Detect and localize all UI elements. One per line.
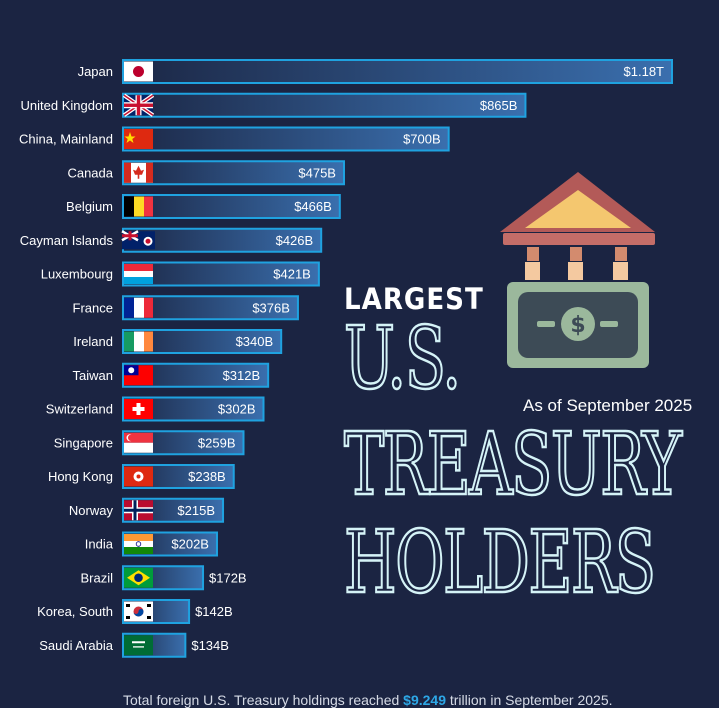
- bar-row: Singapore $259B: [54, 430, 245, 456]
- category-label: Hong Kong: [48, 469, 113, 484]
- value-label: $426B: [276, 233, 314, 248]
- value-label: $142B: [195, 604, 233, 619]
- brazil-flag-icon: [124, 567, 153, 588]
- bar-row: United Kingdom $865B: [21, 92, 527, 118]
- value-label: $421B: [273, 267, 311, 282]
- value-label: $1.18T: [624, 64, 665, 79]
- value-label: $134B: [191, 638, 229, 653]
- bar: [122, 329, 283, 354]
- bar-row: Canada $475B: [67, 160, 345, 186]
- value-label: $302B: [218, 402, 256, 417]
- svg-text:$: $: [570, 313, 585, 338]
- china-flag-icon: [124, 129, 153, 149]
- category-label: India: [85, 537, 114, 552]
- switzerland-flag-icon: [124, 399, 153, 419]
- hong-kong-flag-icon: [124, 466, 153, 487]
- title-us: U.S.: [343, 309, 462, 409]
- category-label: Canada: [67, 165, 113, 180]
- bar-row: Japan $1.18T: [78, 59, 673, 84]
- south-korea-flag-icon: [124, 601, 153, 622]
- category-label: Brazil: [80, 570, 113, 585]
- saudi-arabia-flag-icon: [124, 635, 153, 656]
- bar-row: Norway $215B: [69, 497, 225, 523]
- value-label: $340B: [236, 334, 274, 349]
- category-label: Luxembourg: [41, 267, 113, 282]
- category-label: Korea, South: [37, 604, 113, 619]
- bar: [122, 194, 341, 219]
- subtitle-date: As of September 2025: [523, 396, 693, 415]
- bar-row: Switzerland $302B: [46, 396, 265, 422]
- value-label: $259B: [198, 435, 236, 450]
- category-label: Singapore: [54, 435, 113, 450]
- bar: [122, 92, 527, 118]
- value-label: $376B: [252, 300, 290, 315]
- category-label: Cayman Islands: [20, 233, 114, 248]
- category-label: France: [73, 300, 113, 315]
- japan-flag-icon: [124, 61, 153, 82]
- bar-row: Cayman Islands $426B: [20, 227, 323, 253]
- category-label: Saudi Arabia: [39, 638, 113, 653]
- bar: [122, 160, 345, 186]
- category-label: Norway: [69, 503, 114, 518]
- bar-row: China, Mainland $700B: [19, 126, 450, 152]
- category-label: Japan: [78, 64, 113, 79]
- category-label: Belgium: [66, 199, 113, 214]
- bar: [122, 59, 673, 84]
- footer-text-before: Total foreign U.S. Treasury holdings rea…: [123, 692, 404, 708]
- value-label: $700B: [403, 132, 441, 147]
- category-label: Switzerland: [46, 402, 113, 417]
- title-treasury: TREASURY: [343, 415, 683, 515]
- value-label: $865B: [480, 98, 518, 113]
- bar: [122, 126, 450, 152]
- bar: [122, 430, 245, 456]
- title-block: LARGEST U.S. TREASURY HOLDERS: [343, 282, 704, 613]
- bar: [122, 261, 320, 287]
- bar-row: Hong Kong $238B: [48, 464, 235, 489]
- bar: [122, 362, 270, 388]
- bar-row: Belgium $466B: [66, 194, 341, 219]
- france-flag-icon: [124, 297, 153, 318]
- belgium-flag-icon: [124, 196, 153, 217]
- bar: [122, 396, 265, 422]
- category-label: Taiwan: [73, 368, 113, 383]
- title-largest: LARGEST: [344, 282, 484, 316]
- bar-row: Ireland $340B: [73, 329, 283, 354]
- bar-row: Luxembourg $421B: [41, 261, 320, 287]
- bar-row: Saudi Arabia $134B: [39, 632, 229, 658]
- bar-row: Korea, South $142B: [37, 599, 233, 624]
- bar-row: Brazil $172B: [80, 565, 247, 591]
- category-label: United Kingdom: [21, 98, 114, 113]
- category-label: China, Mainland: [19, 132, 113, 147]
- bar-row: Taiwan $312B: [73, 362, 270, 388]
- value-label: $466B: [294, 199, 332, 214]
- footer-note: Total foreign U.S. Treasury holdings rea…: [123, 692, 613, 708]
- value-label: $215B: [177, 503, 215, 518]
- india-flag-icon: [124, 534, 153, 554]
- title-holders: HOLDERS: [343, 513, 657, 613]
- canada-flag-icon: [124, 162, 153, 183]
- bar-row: India $202B: [85, 531, 218, 557]
- bar: [122, 295, 299, 321]
- taiwan-flag-icon: [124, 365, 153, 386]
- value-label: $202B: [171, 537, 209, 552]
- united-kingdom-flag-icon: [122, 93, 155, 117]
- norway-flag-icon: [124, 500, 153, 521]
- singapore-flag-icon: [124, 432, 153, 453]
- footer-highlight: $9.249: [403, 692, 446, 708]
- value-label: $172B: [209, 570, 247, 585]
- cayman-islands-flag-icon: [121, 230, 155, 250]
- ireland-flag-icon: [124, 331, 153, 352]
- value-label: $475B: [298, 165, 336, 180]
- footer-text-after: trillion in September 2025.: [445, 692, 613, 708]
- value-label: $238B: [188, 469, 226, 484]
- value-label: $312B: [223, 368, 261, 383]
- luxembourg-flag-icon: [124, 264, 153, 284]
- category-label: Ireland: [73, 334, 113, 349]
- bar-row: France $376B: [73, 295, 299, 321]
- bank-building-with-dollar-bill-icon: $: [500, 172, 655, 368]
